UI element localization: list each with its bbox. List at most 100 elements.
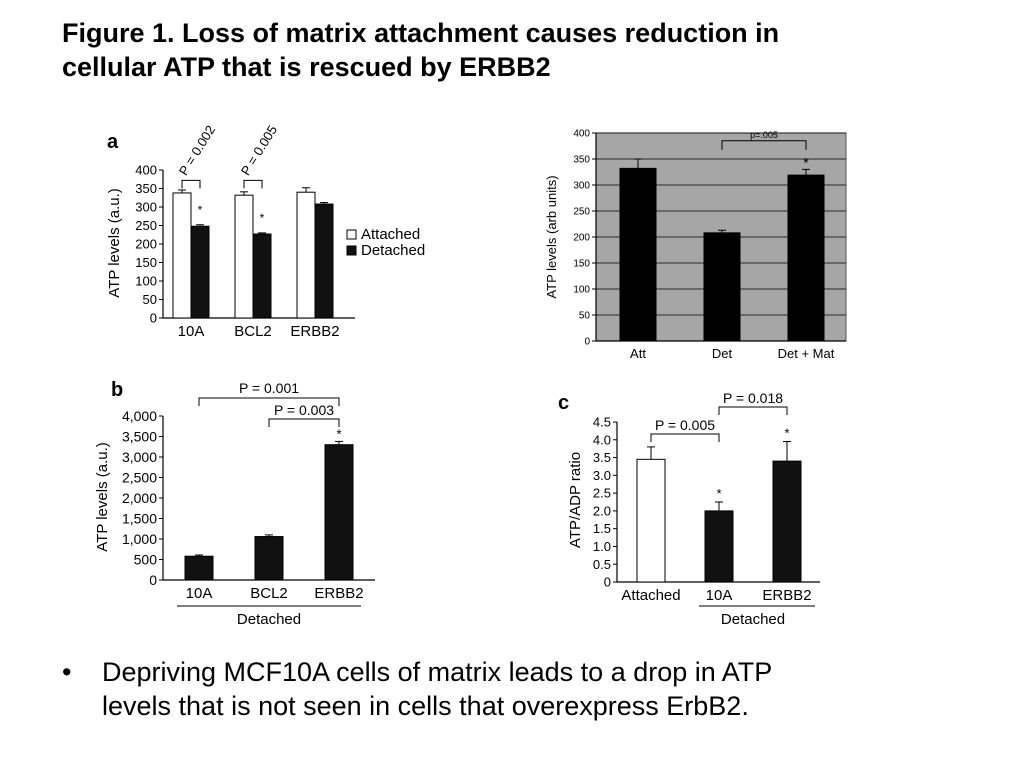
y-tick-label: 0 (150, 311, 157, 326)
chart-panel-c: c ATP/ADP ratio 0 0.5 1.0 1.5 2.0 2.5 3.0 3.5 4.… (558, 390, 820, 628)
x-tick-label: ERBB2 (762, 587, 811, 604)
legend-label-attached: Attached (361, 226, 420, 243)
group-label: Detached (721, 611, 785, 628)
significance-bracket (268, 418, 340, 427)
y-tick-label: 1.0 (593, 539, 611, 554)
panel-label-b: b (111, 379, 123, 401)
y-tick-label: 2.5 (593, 486, 611, 501)
significance-bracket (721, 140, 807, 150)
bar (787, 174, 825, 342)
bar (296, 191, 316, 319)
significance-star: * (784, 426, 789, 441)
bars-c: Attached * 10A * ERBB2 Detached P = 0.005 P = 0… (621, 390, 815, 628)
y-tick-label: 200 (135, 237, 157, 252)
ylabel-c: ATP/ADP ratio (567, 452, 584, 548)
significance-bracket (243, 179, 263, 189)
y-tick-label: 3,000 (122, 449, 157, 465)
y-tick-label: 350 (573, 155, 590, 166)
x-tick-label: ERBB2 (314, 585, 363, 602)
significance-bracket (650, 433, 720, 442)
bar (324, 444, 354, 581)
y-tick-label: 500 (134, 551, 158, 567)
x-tick-label: Det (712, 346, 733, 361)
y-tick-label: 1.5 (593, 521, 611, 536)
significance-star: * (198, 203, 203, 217)
bar (314, 203, 334, 319)
slide-title: Figure 1. Loss of matrix attachment caus… (62, 16, 962, 84)
bar (636, 458, 666, 583)
y-tick-label: 50 (143, 292, 157, 307)
y-tick-label: 300 (135, 200, 157, 215)
p-value-label: P = 0.003 (274, 402, 334, 418)
y-tick-label: 0 (604, 575, 611, 590)
y-tick-label: 1,000 (122, 531, 157, 547)
p-value-label: P = 0.005 (238, 123, 280, 178)
p-value-label: P = 0.005 (655, 417, 715, 433)
bar (703, 232, 741, 342)
panel-label-c: c (558, 392, 569, 414)
y-tick-label: 4,000 (122, 408, 157, 424)
x-tick-label: Attached (621, 587, 680, 604)
y-tick-label: 2.0 (593, 503, 611, 518)
bars-b: 10A BCL2 * ERBB2 Detached P = 0.001 P = 0.003 (177, 380, 364, 628)
panel-label-a: a (107, 131, 119, 153)
x-tick-label: Att (630, 346, 646, 361)
y-tick-label: 3.5 (593, 450, 611, 465)
y-tick-label: 350 (135, 181, 157, 196)
bar (252, 233, 272, 319)
chart-panel-b: b ATP levels (a.u.) 0 500 1,000 1,500 2,000 2… (94, 379, 375, 628)
y-tick-label: 4.5 (593, 415, 611, 430)
group-label: Detached (237, 611, 301, 628)
legend-swatch-detached (346, 245, 357, 256)
significance-star: * (336, 426, 341, 441)
chart-panel-a: a ATP levels (a.u.) 0 50 100 150 200 250 300 35… (106, 123, 425, 340)
x-tick-label: Det + Mat (778, 346, 835, 361)
y-tick-label: 3.0 (593, 468, 611, 483)
bar (772, 460, 802, 583)
p-value-label: P = 0.001 (239, 380, 299, 396)
ylabel-top-right: ATP levels (arb units) (544, 175, 559, 298)
significance-star: * (260, 211, 265, 225)
bullet-dot: • (62, 657, 72, 687)
bar (184, 555, 214, 581)
x-tick-label: 10A (178, 323, 205, 340)
axes-a: 0 50 100 150 200 250 300 350 400 (135, 163, 355, 326)
y-tick-label: 100 (573, 285, 590, 296)
x-tick-label: 10A (706, 587, 733, 604)
bullet-line-2: levels that is not seen in cells that ov… (102, 691, 749, 721)
x-tick-label: ERBB2 (290, 323, 339, 340)
ylabel-b: ATP levels (a.u.) (94, 442, 111, 551)
bullet-text: Depriving MCF10A cells of matrix leads t… (102, 655, 772, 723)
p-value-label: p=.005 (750, 130, 778, 140)
x-tick-label: 10A (186, 585, 213, 602)
y-tick-label: 300 (573, 181, 590, 192)
significance-bracket (718, 406, 788, 415)
y-tick-label: 250 (135, 218, 157, 233)
bar (704, 510, 734, 583)
legend-label-detached: Detached (361, 242, 425, 259)
y-tick-label: 150 (135, 255, 157, 270)
bar (234, 194, 254, 319)
slide-title-line-2: cellular ATP that is rescued by ERBB2 (62, 52, 551, 82)
bullet-item: • Depriving MCF10A cells of matrix leads… (62, 655, 942, 723)
y-tick-label: 50 (579, 311, 591, 322)
significance-bracket (181, 179, 201, 189)
axes-b: 0 500 1,000 1,500 2,000 2,500 3,000 3,500 4,000 (122, 408, 375, 588)
y-tick-label: 100 (135, 274, 157, 289)
y-tick-label: 200 (573, 233, 590, 244)
bars-a: * 10A * BCL2 ERBB2 P = 0.002 P = 0.005 (172, 123, 340, 340)
bar (190, 225, 210, 319)
significance-star: * (716, 486, 721, 501)
y-tick-label: 0 (149, 572, 157, 588)
p-value-label: P = 0.002 (176, 123, 218, 178)
bar (254, 536, 284, 581)
y-tick-label: 0.5 (593, 557, 611, 572)
legend-a: Attached Detached (346, 226, 425, 259)
y-tick-label: 150 (573, 259, 590, 270)
y-tick-label: 4.0 (593, 432, 611, 447)
y-tick-label: 0 (584, 337, 590, 348)
ylabel-a: ATP levels (a.u.) (106, 188, 123, 297)
y-tick-label: 400 (573, 129, 590, 140)
y-tick-label: 2,500 (122, 469, 157, 485)
y-tick-label: 250 (573, 207, 590, 218)
